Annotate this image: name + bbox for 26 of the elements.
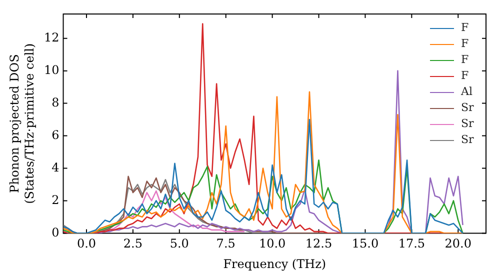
legend-label: F xyxy=(461,36,469,52)
y-tick-label: 10 xyxy=(44,62,60,77)
legend-label: Sr xyxy=(461,116,474,132)
legend-label: F xyxy=(461,52,469,68)
legend-label: Sr xyxy=(461,100,474,116)
y-tick-label: 12 xyxy=(44,30,60,44)
y-tick-label: 6 xyxy=(52,128,60,142)
x-tick-label: 5.0 xyxy=(170,236,189,251)
y-axis-title: Phonon projected DOS (States/THz·primitive cell) xyxy=(8,43,37,204)
x-tick-label: 12.5 xyxy=(305,236,332,251)
x-axis-title: Frequency (THz) xyxy=(223,256,326,271)
x-tick-label: 7.5 xyxy=(216,236,236,251)
x-tick-label: 0.0 xyxy=(76,236,96,251)
y-tick-label: 4 xyxy=(52,160,60,174)
y-tick-label: 0 xyxy=(52,225,60,240)
legend-label: Sr xyxy=(461,132,474,148)
y-tick-label: 8 xyxy=(52,95,60,110)
x-tick-label: 17.5 xyxy=(398,236,426,251)
legend-label: F xyxy=(461,20,469,36)
x-tick-label: 20.0 xyxy=(444,236,472,251)
x-tick-label: 2.5 xyxy=(123,236,142,251)
x-tick-label: 15.0 xyxy=(352,236,379,251)
x-tick-label: 10.0 xyxy=(258,236,286,251)
y-tick-label: 2 xyxy=(52,192,60,207)
legend-label: Al xyxy=(461,84,472,100)
legend-label: F xyxy=(461,68,469,84)
